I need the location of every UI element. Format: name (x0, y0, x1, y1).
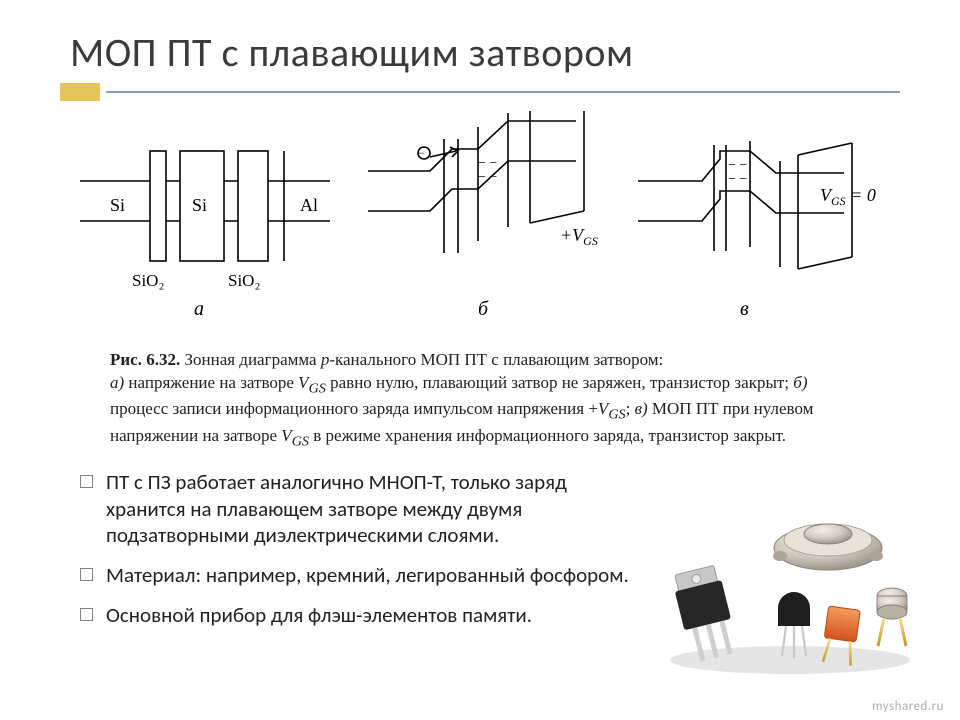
stored-minus-1: − − (728, 158, 747, 173)
bullet-list: ПТ с ПЗ работает аналогично МНОП-Т, толь… (80, 469, 640, 628)
list-item: Основной прибор для флэш-элементов памят… (80, 602, 640, 628)
label-sio2-left: SiO₂ (132, 271, 164, 290)
figure-caption: Рис. 6.32. Зонная диаграмма p-канального… (110, 349, 850, 451)
diagram-a: Si Si Al SiO₂ SiO₂ а (70, 111, 340, 321)
page-title: МОП ПТ с плавающим затвором (70, 28, 900, 77)
list-item: Материал: например, кремний, легированны… (80, 562, 640, 588)
diagram-b: − − − − − +VGS б (360, 111, 620, 321)
label-vgs-plus: +VGS (560, 225, 598, 248)
list-item: ПТ с ПЗ работает аналогично МНОП-Т, толь… (80, 469, 640, 548)
label-si-left: Si (110, 195, 125, 215)
label-sio2-right: SiO₂ (228, 271, 260, 290)
diagram-c: − − − − VGS = 0 в (630, 111, 890, 321)
charge-minus-2: − − (478, 170, 497, 185)
small-metal-can-transistor (877, 588, 907, 650)
accent-line (106, 91, 900, 93)
sublabel-b: б (478, 298, 489, 320)
components-photo (640, 500, 920, 680)
band-diagrams: Si Si Al SiO₂ SiO₂ а (70, 111, 890, 341)
label-si-right: Si (192, 195, 207, 215)
sublabel-c: в (740, 298, 749, 320)
label-al: Al (300, 195, 318, 215)
to220-transistor (671, 564, 739, 663)
stored-minus-2: − − (728, 172, 747, 187)
accent-bar (60, 83, 900, 101)
to92-transistor (778, 592, 810, 658)
sublabel-a: а (194, 298, 204, 320)
charge-minus-1: − − (478, 156, 497, 171)
metal-can-transistor (773, 524, 883, 570)
accent-block (60, 83, 100, 101)
electron-minus-icon: − (418, 146, 425, 160)
watermark: myshared.ru (872, 699, 944, 714)
label-vgs-zero: VGS = 0 (820, 185, 876, 208)
